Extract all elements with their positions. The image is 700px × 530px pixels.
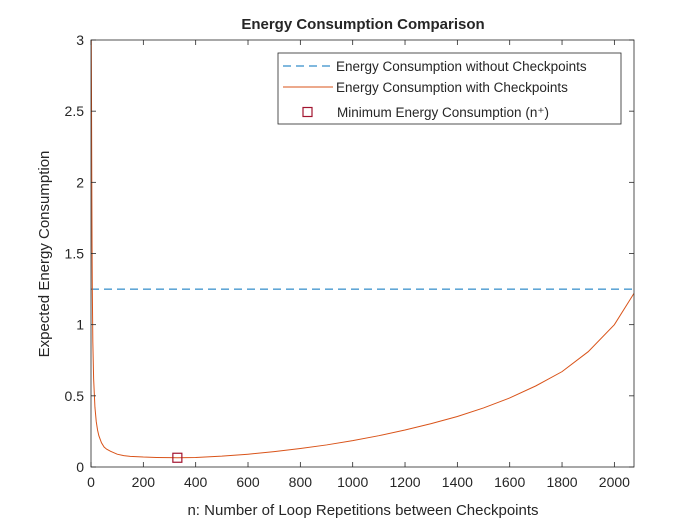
legend-entry: Energy Consumption without Checkpoints bbox=[283, 59, 587, 74]
legend-entry: Minimum Energy Consumption (n⁺) bbox=[302, 105, 549, 120]
y-tick-label: 3 bbox=[76, 32, 84, 48]
y-tick-label: 1.5 bbox=[65, 246, 85, 262]
y-tick-label: 0.5 bbox=[65, 388, 85, 404]
x-tick-label: 1200 bbox=[389, 474, 420, 490]
y-axis-label: Expected Energy Consumption bbox=[36, 151, 53, 358]
x-tick-label: 0 bbox=[87, 474, 95, 490]
y-tick-label: 1 bbox=[76, 317, 84, 333]
x-tick-label: 600 bbox=[236, 474, 260, 490]
x-tick-label: 1600 bbox=[494, 474, 525, 490]
x-tick-label: 2000 bbox=[599, 474, 630, 490]
chart-title: Energy Consumption Comparison bbox=[241, 16, 484, 33]
legend-marker-icon bbox=[302, 106, 313, 118]
plot-area bbox=[91, 40, 634, 463]
minimum-point-marker bbox=[172, 452, 183, 463]
x-tick-label: 1000 bbox=[337, 474, 368, 490]
y-tick-label: 2 bbox=[76, 174, 84, 190]
y-tick-label: 0 bbox=[76, 459, 84, 475]
series-line-with-checkpoints bbox=[91, 40, 634, 459]
x-tick-label: 1400 bbox=[442, 474, 473, 490]
x-tick-label: 1800 bbox=[546, 474, 577, 490]
x-tick-label: 200 bbox=[132, 474, 156, 490]
legend-label: Energy Consumption without Checkpoints bbox=[336, 59, 587, 74]
axes: 0 200 400 600 800 1000 1200 1400 1600 1800 2000 0 0.… bbox=[65, 32, 635, 490]
legend: Energy Consumption without Checkpoints En… bbox=[277, 52, 622, 125]
x-tick-label: 800 bbox=[289, 474, 313, 490]
legend-box bbox=[277, 52, 622, 125]
legend-entry: Energy Consumption with Checkpoints bbox=[283, 80, 568, 95]
legend-label: Energy Consumption with Checkpoints bbox=[336, 80, 568, 95]
x-tick-label: 400 bbox=[184, 474, 208, 490]
legend-label: Minimum Energy Consumption (n⁺) bbox=[337, 105, 549, 120]
x-axis-label: n: Number of Loop Repetitions between Ch… bbox=[187, 502, 538, 519]
y-tick-label: 2.5 bbox=[65, 103, 85, 119]
